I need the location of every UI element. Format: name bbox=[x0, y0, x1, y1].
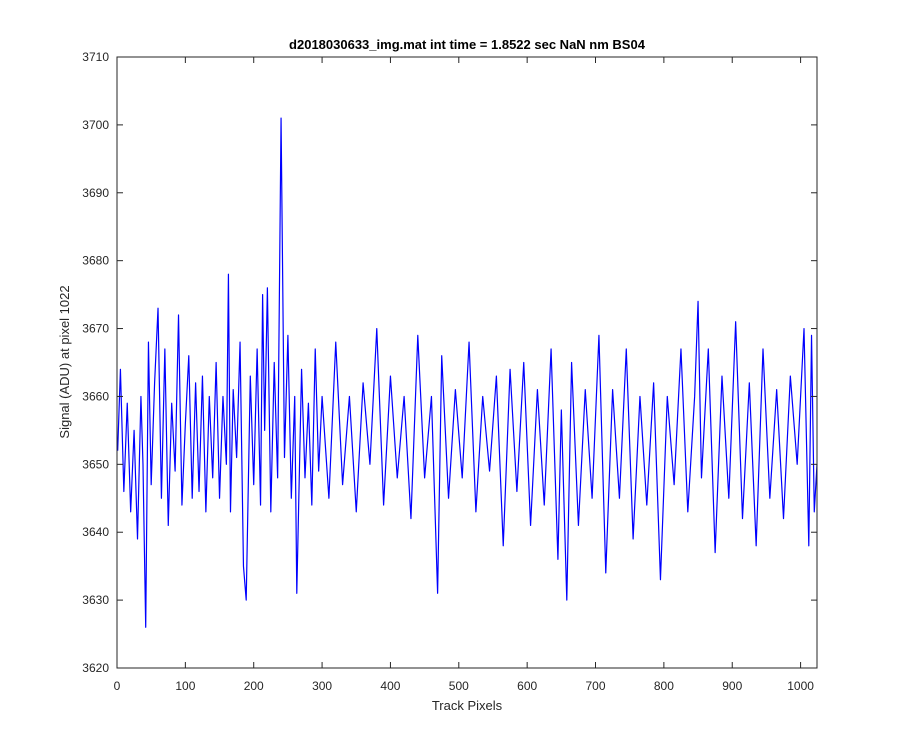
x-tick-label: 400 bbox=[380, 679, 400, 693]
y-tick-label: 3670 bbox=[82, 322, 109, 336]
y-tick-label: 3700 bbox=[82, 118, 109, 132]
axes-box bbox=[116, 56, 818, 669]
x-tick-label: 200 bbox=[244, 679, 264, 693]
y-tick-label: 3690 bbox=[82, 186, 109, 200]
y-tick-label: 3710 bbox=[82, 50, 109, 64]
y-tick-label: 3650 bbox=[82, 457, 109, 471]
y-tick-label: 3660 bbox=[82, 389, 109, 403]
x-tick-label: 500 bbox=[449, 679, 469, 693]
y-tick-label: 3680 bbox=[82, 254, 109, 268]
plot-area bbox=[117, 57, 817, 668]
y-tick-label: 3640 bbox=[82, 525, 109, 539]
x-tick-label: 100 bbox=[175, 679, 195, 693]
y-tick-label: 3630 bbox=[82, 593, 109, 607]
axes-layer: 0 100 200 300 400 500 600 700 800 900 1000 3620 3630… bbox=[82, 50, 818, 693]
x-tick-label: 900 bbox=[722, 679, 742, 693]
series-line bbox=[117, 117, 818, 628]
y-tick-label: 3620 bbox=[82, 661, 109, 675]
x-tick-label: 0 bbox=[114, 679, 121, 693]
x-tick-label: 1000 bbox=[787, 679, 814, 693]
x-tick-label: 800 bbox=[654, 679, 674, 693]
x-axis-title: Track Pixels bbox=[432, 698, 503, 713]
x-tick-label: 300 bbox=[312, 679, 332, 693]
x-tick-label: 700 bbox=[586, 679, 606, 693]
y-axis-title: Signal (ADU) at pixel 1022 bbox=[57, 285, 72, 438]
x-tick-label: 600 bbox=[517, 679, 537, 693]
series-layer bbox=[117, 117, 818, 628]
chart-title: d2018030633_img.mat int time = 1.8522 se… bbox=[289, 37, 646, 52]
